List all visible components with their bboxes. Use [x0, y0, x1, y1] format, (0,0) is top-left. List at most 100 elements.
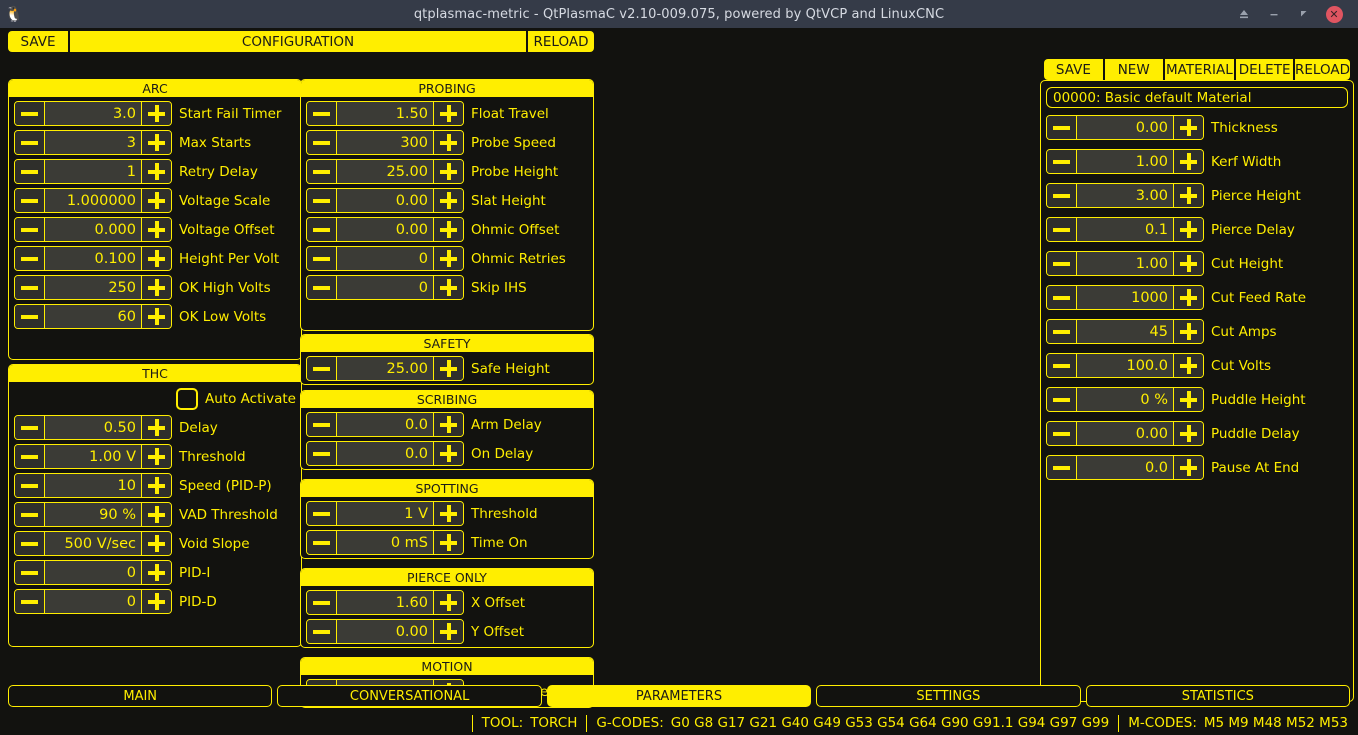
decrement-button[interactable]: [15, 474, 45, 497]
minimize-icon[interactable]: [1259, 0, 1289, 28]
increment-button[interactable]: [433, 531, 463, 554]
spinbox-value[interactable]: 0 %: [1077, 388, 1173, 411]
decrement-button[interactable]: [15, 247, 45, 270]
spinbox-value[interactable]: 250: [45, 276, 141, 299]
spinbox-pierce-delay[interactable]: 0.1: [1046, 217, 1204, 242]
material-new-button[interactable]: NEW: [1102, 59, 1163, 80]
decrement-button[interactable]: [1047, 422, 1077, 445]
spinbox-value[interactable]: 3: [45, 131, 141, 154]
spinbox-puddle-height[interactable]: 0 %: [1046, 387, 1204, 412]
decrement-button[interactable]: [307, 189, 337, 212]
decrement-button[interactable]: [307, 218, 337, 241]
spinbox-value[interactable]: 0.00: [1077, 116, 1173, 139]
spinbox-value[interactable]: 0: [45, 590, 141, 613]
spinbox-start-fail-timer[interactable]: 3.0: [14, 101, 172, 126]
tab-settings[interactable]: SETTINGS: [816, 685, 1081, 707]
tab-statistics[interactable]: STATISTICS: [1085, 685, 1351, 707]
decrement-button[interactable]: [15, 218, 45, 241]
increment-button[interactable]: [1173, 456, 1203, 479]
increment-button[interactable]: [1173, 320, 1203, 343]
spinbox-kerf-width[interactable]: 1.00: [1046, 149, 1204, 174]
spinbox-skip-ihs[interactable]: 0: [306, 275, 464, 300]
spinbox-value[interactable]: 300: [337, 131, 433, 154]
spinbox-pid-i[interactable]: 0: [14, 560, 172, 585]
decrement-button[interactable]: [15, 416, 45, 439]
increment-button[interactable]: [141, 416, 171, 439]
spinbox-arm-delay[interactable]: 0.0: [306, 412, 464, 437]
increment-button[interactable]: [433, 247, 463, 270]
spinbox-value[interactable]: 10: [45, 474, 141, 497]
spinbox-value[interactable]: 0: [45, 561, 141, 584]
increment-button[interactable]: [1173, 422, 1203, 445]
increment-button[interactable]: [141, 445, 171, 468]
decrement-button[interactable]: [15, 189, 45, 212]
decrement-button[interactable]: [1047, 456, 1077, 479]
spinbox-ohmic-offset[interactable]: 0.00: [306, 217, 464, 242]
spinbox-voltage-scale[interactable]: 1.000000: [14, 188, 172, 213]
spinbox-value[interactable]: 0: [337, 276, 433, 299]
material-reload-button[interactable]: RELOAD: [1293, 59, 1350, 80]
spinbox-value[interactable]: 1.00 V: [45, 445, 141, 468]
decrement-button[interactable]: [15, 503, 45, 526]
spinbox-value[interactable]: 0.100: [45, 247, 141, 270]
spinbox-cut-feed-rate[interactable]: 1000: [1046, 285, 1204, 310]
increment-button[interactable]: [433, 620, 463, 643]
increment-button[interactable]: [433, 413, 463, 436]
spinbox-void-slope[interactable]: 500 V/sec: [14, 531, 172, 556]
spinbox-value[interactable]: 0.00: [337, 218, 433, 241]
decrement-button[interactable]: [307, 131, 337, 154]
decrement-button[interactable]: [1047, 184, 1077, 207]
increment-button[interactable]: [433, 276, 463, 299]
spinbox-value[interactable]: 1000: [1077, 286, 1173, 309]
increment-button[interactable]: [141, 247, 171, 270]
increment-button[interactable]: [141, 503, 171, 526]
spinbox-on-delay[interactable]: 0.0: [306, 441, 464, 466]
decrement-button[interactable]: [15, 160, 45, 183]
increment-button[interactable]: [1173, 388, 1203, 411]
increment-button[interactable]: [1173, 354, 1203, 377]
increment-button[interactable]: [433, 442, 463, 465]
decrement-button[interactable]: [15, 131, 45, 154]
spinbox-thc-delay[interactable]: 0.50: [14, 415, 172, 440]
increment-button[interactable]: [1173, 150, 1203, 173]
spinbox-value[interactable]: 3.00: [1077, 184, 1173, 207]
decrement-button[interactable]: [307, 160, 337, 183]
spinbox-value[interactable]: 500 V/sec: [45, 532, 141, 555]
decrement-button[interactable]: [15, 590, 45, 613]
spinbox-speed-pid-p[interactable]: 10: [14, 473, 172, 498]
increment-button[interactable]: [433, 102, 463, 125]
spinbox-value[interactable]: 1.50: [337, 102, 433, 125]
increment-button[interactable]: [141, 218, 171, 241]
spinbox-value[interactable]: 1: [45, 160, 141, 183]
decrement-button[interactable]: [15, 532, 45, 555]
spinbox-slat-height[interactable]: 0.00: [306, 188, 464, 213]
decrement-button[interactable]: [1047, 116, 1077, 139]
spinbox-value[interactable]: 1.00: [1077, 150, 1173, 173]
spinbox-ok-low-volts[interactable]: 60: [14, 304, 172, 329]
spinbox-value[interactable]: 45: [1077, 320, 1173, 343]
material-save-button[interactable]: SAVE: [1055, 61, 1091, 78]
spinbox-value[interactable]: 0.000: [45, 218, 141, 241]
close-button[interactable]: ✕: [1319, 0, 1349, 28]
spinbox-value[interactable]: 1.60: [337, 591, 433, 614]
decrement-button[interactable]: [307, 247, 337, 270]
spinbox-value[interactable]: 0.0: [1077, 456, 1173, 479]
increment-button[interactable]: [1173, 116, 1203, 139]
decrement-button[interactable]: [1047, 286, 1077, 309]
material-delete-button[interactable]: DELETE: [1234, 59, 1293, 80]
spinbox-value[interactable]: 1 V: [337, 502, 433, 525]
increment-button[interactable]: [141, 532, 171, 555]
spinbox-value[interactable]: 60: [45, 305, 141, 328]
decrement-button[interactable]: [1047, 388, 1077, 411]
increment-button[interactable]: [141, 474, 171, 497]
decrement-button[interactable]: [15, 445, 45, 468]
increment-button[interactable]: [141, 561, 171, 584]
spinbox-value[interactable]: 0.0: [337, 442, 433, 465]
spinbox-value[interactable]: 100.0: [1077, 354, 1173, 377]
increment-button[interactable]: [141, 102, 171, 125]
increment-button[interactable]: [433, 502, 463, 525]
auto-activate-checkbox[interactable]: [176, 387, 199, 410]
spinbox-value[interactable]: 0.1: [1077, 218, 1173, 241]
spinbox-cut-amps[interactable]: 45: [1046, 319, 1204, 344]
decrement-button[interactable]: [307, 102, 337, 125]
